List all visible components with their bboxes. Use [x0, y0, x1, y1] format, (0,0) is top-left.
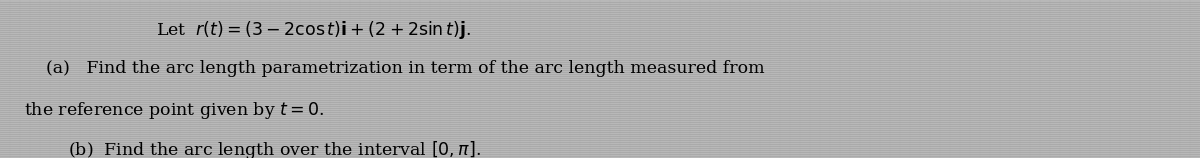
Text: (b)  Find the arc length over the interval $[0, \pi]$.: (b) Find the arc length over the interva…: [24, 139, 481, 158]
Text: (a)   Find the arc length parametrization in term of the arc length measured fro: (a) Find the arc length parametrization …: [24, 60, 764, 77]
Text: Let  $r(t) = (3 - 2\cos t)\mathbf{i} + (2 + 2\sin t)\mathbf{j}$.: Let $r(t) = (3 - 2\cos t)\mathbf{i} + (2…: [156, 19, 472, 41]
Text: the reference point given by $t = 0$.: the reference point given by $t = 0$.: [24, 100, 324, 121]
